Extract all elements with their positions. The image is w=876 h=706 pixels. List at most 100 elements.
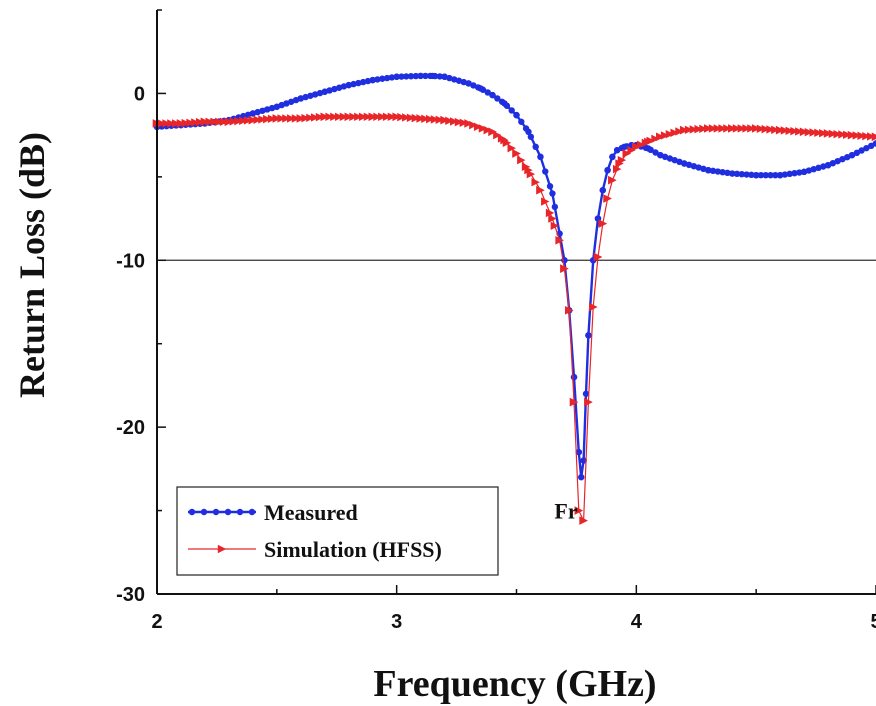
data-point xyxy=(501,100,508,107)
data-point xyxy=(569,397,579,407)
data-point xyxy=(345,81,352,89)
data-point xyxy=(441,73,448,80)
data-point xyxy=(695,164,702,171)
data-point xyxy=(378,112,387,121)
series-simulation xyxy=(152,112,876,525)
data-point xyxy=(541,197,550,206)
data-point xyxy=(302,93,309,101)
data-point xyxy=(795,127,804,136)
data-point xyxy=(565,306,574,315)
data-point xyxy=(838,130,847,139)
data-point xyxy=(296,114,305,123)
data-point xyxy=(542,168,549,175)
data-point xyxy=(627,145,636,155)
x-tick-label: 5 xyxy=(870,611,876,633)
data-point xyxy=(804,127,814,137)
data-point xyxy=(264,106,271,113)
data-point xyxy=(368,112,377,121)
data-point xyxy=(839,155,846,163)
data-point xyxy=(258,115,267,124)
data-point xyxy=(579,516,588,525)
data-point xyxy=(532,143,539,151)
data-point xyxy=(411,113,421,123)
data-point xyxy=(440,115,449,125)
data-point xyxy=(316,89,324,97)
data-point xyxy=(714,168,722,175)
data-point xyxy=(162,119,171,128)
data-point xyxy=(215,117,224,126)
data-point xyxy=(857,131,866,141)
data-point xyxy=(259,107,266,114)
data-point xyxy=(675,127,684,136)
data-point xyxy=(656,132,665,142)
data-point xyxy=(652,149,659,156)
data-point xyxy=(412,72,420,80)
data-point xyxy=(287,114,296,123)
data-point xyxy=(858,147,865,154)
data-point xyxy=(272,114,282,123)
data-point xyxy=(546,183,554,190)
data-point xyxy=(374,76,381,83)
data-point xyxy=(604,166,611,174)
data-point xyxy=(416,114,425,123)
data-point xyxy=(728,124,737,133)
data-point xyxy=(588,302,598,312)
data-point xyxy=(331,85,338,93)
data-point xyxy=(615,159,624,168)
data-point xyxy=(609,153,616,161)
data-point xyxy=(791,169,798,177)
x-axis-title: Frequency (GHz) xyxy=(373,663,656,705)
data-point xyxy=(852,131,862,140)
data-point xyxy=(560,264,569,273)
data-point xyxy=(713,124,723,133)
data-point xyxy=(684,125,694,135)
data-point xyxy=(326,87,333,94)
data-point xyxy=(244,111,252,118)
data-point xyxy=(723,124,732,133)
data-point xyxy=(724,169,731,177)
legend-marker xyxy=(224,508,232,516)
data-point xyxy=(446,74,453,82)
data-point xyxy=(243,116,253,125)
data-point xyxy=(383,74,391,82)
data-point xyxy=(176,119,186,128)
data-point xyxy=(761,124,770,134)
data-point xyxy=(844,153,851,161)
data-point xyxy=(527,133,535,141)
data-point xyxy=(349,112,358,121)
data-point xyxy=(828,129,838,139)
data-point xyxy=(800,168,808,176)
data-point xyxy=(657,151,664,159)
data-point xyxy=(868,142,875,150)
data-point xyxy=(680,125,689,135)
data-point xyxy=(219,117,229,126)
data-point xyxy=(771,125,780,135)
data-point xyxy=(786,170,793,178)
y-tick-label: -30 xyxy=(116,584,145,606)
data-point xyxy=(555,236,564,245)
data-point xyxy=(732,124,742,133)
data-point xyxy=(403,73,410,80)
y-axis-title: Return Loss (dB) xyxy=(12,132,52,398)
data-point xyxy=(756,124,766,134)
x-tick-label: 4 xyxy=(631,611,643,633)
data-point xyxy=(186,118,195,127)
data-point xyxy=(397,112,406,122)
data-point xyxy=(820,163,827,170)
data-point xyxy=(460,78,467,86)
data-point xyxy=(829,159,837,167)
series-line xyxy=(156,74,876,478)
data-point xyxy=(334,112,344,121)
data-point xyxy=(665,129,675,139)
legend-label-measured: Measured xyxy=(264,500,358,525)
data-point xyxy=(580,457,587,464)
data-point xyxy=(550,221,560,231)
data-point xyxy=(718,124,727,133)
data-point xyxy=(268,104,276,112)
series-layer xyxy=(152,72,876,525)
series-line xyxy=(157,116,876,521)
data-point xyxy=(551,203,559,211)
data-point xyxy=(507,143,516,153)
data-point xyxy=(785,126,794,136)
